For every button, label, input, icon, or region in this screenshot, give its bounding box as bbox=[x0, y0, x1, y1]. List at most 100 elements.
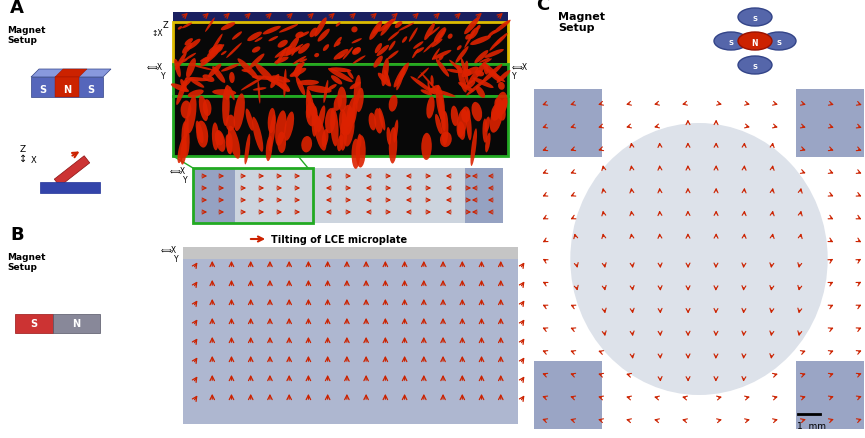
Ellipse shape bbox=[352, 97, 357, 124]
Ellipse shape bbox=[394, 64, 409, 88]
Ellipse shape bbox=[410, 77, 434, 95]
Ellipse shape bbox=[458, 122, 465, 141]
Ellipse shape bbox=[449, 60, 467, 77]
Ellipse shape bbox=[414, 48, 424, 55]
Ellipse shape bbox=[176, 53, 187, 71]
Ellipse shape bbox=[245, 134, 250, 165]
Bar bbox=[40, 183, 100, 194]
Ellipse shape bbox=[485, 134, 490, 153]
Text: S: S bbox=[87, 85, 94, 95]
Bar bbox=[173, 13, 508, 23]
Ellipse shape bbox=[462, 67, 478, 78]
Ellipse shape bbox=[324, 81, 329, 104]
Polygon shape bbox=[54, 156, 90, 187]
Ellipse shape bbox=[331, 76, 343, 85]
Bar bbox=[193, 169, 313, 223]
Ellipse shape bbox=[394, 120, 398, 143]
Ellipse shape bbox=[275, 111, 286, 146]
Ellipse shape bbox=[493, 21, 510, 35]
Ellipse shape bbox=[409, 28, 418, 43]
Ellipse shape bbox=[375, 44, 382, 54]
Ellipse shape bbox=[465, 18, 479, 35]
Ellipse shape bbox=[471, 129, 477, 166]
Ellipse shape bbox=[424, 24, 435, 41]
Ellipse shape bbox=[384, 71, 390, 86]
Ellipse shape bbox=[298, 81, 319, 86]
Ellipse shape bbox=[466, 110, 471, 141]
Ellipse shape bbox=[338, 55, 345, 60]
Ellipse shape bbox=[200, 58, 209, 67]
Ellipse shape bbox=[253, 88, 266, 92]
Ellipse shape bbox=[353, 56, 366, 65]
Ellipse shape bbox=[180, 140, 187, 165]
Polygon shape bbox=[31, 70, 111, 78]
Text: S: S bbox=[40, 85, 47, 95]
Ellipse shape bbox=[497, 71, 510, 84]
Ellipse shape bbox=[180, 80, 187, 92]
Ellipse shape bbox=[317, 106, 325, 133]
Ellipse shape bbox=[343, 48, 353, 60]
Ellipse shape bbox=[215, 132, 224, 146]
Ellipse shape bbox=[388, 32, 400, 42]
Ellipse shape bbox=[298, 44, 310, 55]
Ellipse shape bbox=[226, 115, 235, 132]
Ellipse shape bbox=[252, 117, 263, 152]
Ellipse shape bbox=[176, 78, 188, 106]
Ellipse shape bbox=[274, 46, 292, 59]
Ellipse shape bbox=[436, 85, 445, 121]
Ellipse shape bbox=[356, 88, 364, 113]
Ellipse shape bbox=[314, 18, 327, 38]
Ellipse shape bbox=[427, 88, 456, 98]
Ellipse shape bbox=[221, 23, 235, 31]
Bar bbox=[534, 90, 602, 158]
Text: X: X bbox=[31, 155, 36, 165]
Ellipse shape bbox=[342, 106, 353, 128]
Ellipse shape bbox=[345, 98, 356, 136]
Ellipse shape bbox=[488, 31, 496, 38]
Ellipse shape bbox=[268, 115, 276, 152]
Ellipse shape bbox=[292, 45, 304, 53]
Bar bbox=[183, 247, 518, 259]
Ellipse shape bbox=[187, 96, 196, 134]
Ellipse shape bbox=[373, 26, 381, 35]
Ellipse shape bbox=[439, 95, 445, 132]
Ellipse shape bbox=[232, 32, 242, 41]
Ellipse shape bbox=[491, 104, 502, 121]
Bar bbox=[183, 259, 518, 424]
Ellipse shape bbox=[272, 76, 291, 83]
Ellipse shape bbox=[263, 27, 281, 35]
Ellipse shape bbox=[476, 87, 485, 99]
Ellipse shape bbox=[468, 64, 486, 85]
Ellipse shape bbox=[388, 128, 397, 164]
Ellipse shape bbox=[174, 60, 181, 78]
Ellipse shape bbox=[186, 59, 195, 79]
Ellipse shape bbox=[187, 46, 191, 50]
Text: N: N bbox=[752, 39, 759, 47]
Ellipse shape bbox=[211, 35, 222, 53]
Ellipse shape bbox=[222, 88, 230, 127]
Ellipse shape bbox=[413, 42, 424, 50]
Text: S: S bbox=[728, 40, 734, 46]
Ellipse shape bbox=[299, 32, 310, 38]
Ellipse shape bbox=[433, 28, 445, 43]
Ellipse shape bbox=[484, 64, 489, 75]
Ellipse shape bbox=[314, 54, 319, 58]
Ellipse shape bbox=[420, 90, 432, 96]
Ellipse shape bbox=[249, 54, 265, 69]
Ellipse shape bbox=[247, 32, 262, 42]
Ellipse shape bbox=[466, 80, 485, 96]
Text: ⟺X: ⟺X bbox=[147, 63, 163, 72]
Ellipse shape bbox=[224, 86, 230, 101]
Bar bbox=[796, 90, 864, 158]
Ellipse shape bbox=[738, 9, 772, 27]
Ellipse shape bbox=[375, 109, 383, 134]
Ellipse shape bbox=[381, 59, 389, 87]
Ellipse shape bbox=[226, 43, 242, 59]
Ellipse shape bbox=[212, 67, 225, 84]
Ellipse shape bbox=[238, 59, 259, 80]
Ellipse shape bbox=[421, 134, 432, 161]
Ellipse shape bbox=[466, 81, 476, 89]
Ellipse shape bbox=[328, 69, 353, 83]
Ellipse shape bbox=[181, 101, 191, 119]
Ellipse shape bbox=[227, 133, 233, 155]
